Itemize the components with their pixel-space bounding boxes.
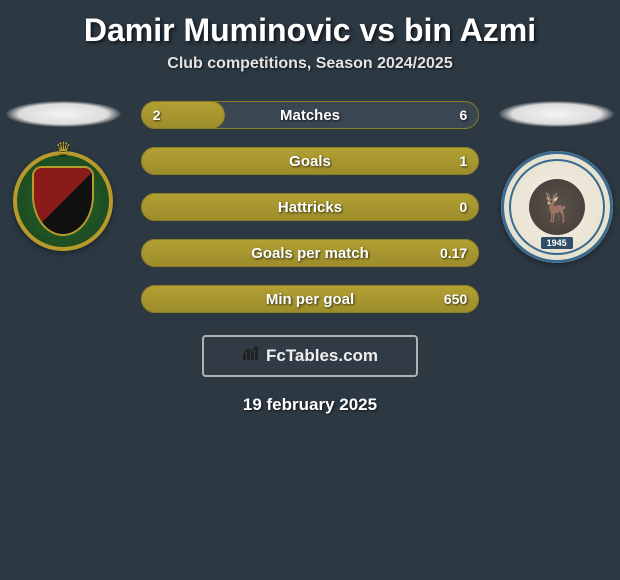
stat-bars: Matches2 6 Goals1 Hattricks0 Goals per match… [141, 101, 479, 313]
stat-row: Goals per match0.17 [141, 239, 479, 267]
page-subtitle: Club competitions, Season 2024/2025 [0, 55, 620, 73]
club-badge-left: ♛ [13, 151, 113, 251]
stat-value-right: 0.17 [440, 239, 467, 267]
stat-label: Goals per match [141, 239, 479, 267]
page-title: Damir Muminovic vs bin Azmi [0, 0, 620, 55]
stat-row: Hattricks0 [141, 193, 479, 221]
stat-row: Goals1 [141, 147, 479, 175]
stat-value-right: 650 [444, 285, 467, 313]
stat-label: Goals [141, 147, 479, 175]
stat-row: Matches2 6 [141, 101, 479, 129]
player-photo-placeholder-left [6, 101, 121, 127]
date-caption: 19 february 2025 [0, 395, 620, 415]
stat-label: Hattricks [141, 193, 479, 221]
comparison-content: ♛ Matches2 6 Goals1 Hattricks0 Goals per mat… [0, 101, 620, 313]
stat-value-right: 6 [459, 101, 467, 129]
deer-icon: 🦌 [529, 179, 585, 235]
crown-icon: ♛ [55, 139, 71, 160]
stat-row: Min per goal650 [141, 285, 479, 313]
stat-value-right: 1 [459, 147, 467, 175]
player-photo-placeholder-right [499, 101, 614, 127]
club-badge-right: 🦌 1945 [501, 151, 613, 263]
stat-label: Matches [141, 101, 479, 129]
badge-year: 1945 [541, 237, 573, 249]
right-column: 🦌 1945 [497, 101, 616, 263]
stat-value-left: 2 [153, 101, 161, 129]
chart-icon [242, 345, 260, 365]
brand-text: FcTables.com [266, 346, 378, 366]
stat-label: Min per goal [141, 285, 479, 313]
stat-value-right: 0 [459, 193, 467, 221]
brand-badge[interactable]: FcTables.com [202, 335, 418, 377]
left-column: ♛ [4, 101, 123, 251]
